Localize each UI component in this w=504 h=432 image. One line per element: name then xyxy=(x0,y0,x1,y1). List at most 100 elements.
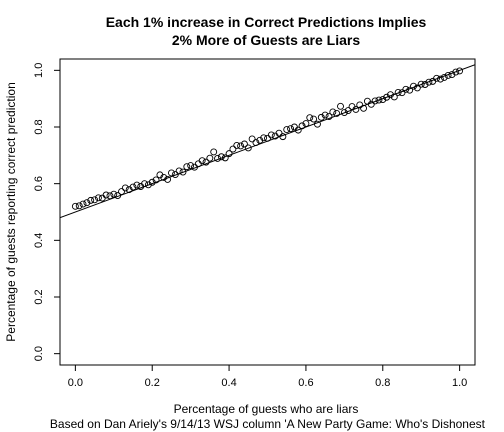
data-point xyxy=(329,108,337,116)
data-point xyxy=(456,67,464,75)
data-point xyxy=(398,89,406,97)
data-point xyxy=(221,154,229,162)
data-point xyxy=(360,104,368,112)
data-point xyxy=(344,107,352,115)
data-point xyxy=(214,154,221,162)
x-axis-label: Percentage of guests who are liars xyxy=(174,402,359,416)
data-point xyxy=(306,114,314,122)
data-point xyxy=(152,176,160,184)
data-point xyxy=(371,97,379,105)
data-point xyxy=(110,190,118,198)
y-axis-label: Percentage of guests reporting correct p… xyxy=(4,82,18,341)
data-point xyxy=(410,82,417,90)
x-tick-label: 0.0 xyxy=(68,377,83,389)
data-point xyxy=(118,188,125,196)
data-point xyxy=(390,93,398,101)
data-point xyxy=(71,202,79,210)
data-point xyxy=(229,145,237,153)
data-point xyxy=(75,202,83,210)
data-point xyxy=(217,153,225,161)
data-point xyxy=(183,163,191,171)
data-point xyxy=(210,148,218,156)
data-point xyxy=(94,194,102,202)
data-point xyxy=(240,140,248,148)
data-point xyxy=(363,97,371,105)
data-point xyxy=(302,120,310,128)
y-tick-label: 1.0 xyxy=(33,63,45,78)
data-point xyxy=(114,192,122,200)
data-point xyxy=(141,180,148,188)
data-point xyxy=(340,109,348,117)
data-point xyxy=(225,150,233,158)
data-point xyxy=(129,183,137,191)
data-point xyxy=(202,158,210,166)
data-point xyxy=(436,75,444,83)
y-tick-label: 0.4 xyxy=(33,233,45,248)
data-point xyxy=(298,122,306,130)
data-point xyxy=(379,96,387,103)
x-tick-label: 0.6 xyxy=(298,377,313,389)
data-point xyxy=(387,91,394,99)
data-point xyxy=(267,131,275,139)
data-point xyxy=(310,115,318,123)
chart-title-line-2: 2% More of Guests are Liars xyxy=(172,32,361,48)
data-point xyxy=(325,113,333,120)
data-point xyxy=(352,105,360,113)
data-point xyxy=(413,84,421,92)
data-point xyxy=(394,88,402,96)
data-point xyxy=(237,142,245,150)
data-point xyxy=(244,144,252,152)
data-point xyxy=(452,68,460,76)
data-point xyxy=(164,175,172,183)
data-point xyxy=(333,109,341,117)
data-point xyxy=(233,141,241,149)
data-point xyxy=(206,154,214,162)
data-point xyxy=(83,199,91,207)
data-point xyxy=(167,169,175,177)
data-point xyxy=(283,126,291,134)
data-point xyxy=(425,78,433,86)
data-point xyxy=(148,178,156,186)
data-point xyxy=(356,101,364,109)
x-tick-label: 0.2 xyxy=(145,377,160,389)
data-point xyxy=(367,100,375,108)
data-point xyxy=(175,167,183,175)
data-point xyxy=(417,80,425,88)
data-point xyxy=(198,157,206,165)
data-point xyxy=(321,111,329,119)
x-axis: 0.0 0.2 0.4 0.6 0.8 1.0 xyxy=(68,364,467,389)
data-point xyxy=(248,135,256,143)
x-tick-label: 1.0 xyxy=(452,377,467,389)
plot-frame xyxy=(59,58,476,366)
data-point xyxy=(252,139,260,147)
data-point xyxy=(314,120,321,128)
data-point xyxy=(290,123,298,131)
data-point xyxy=(264,134,271,142)
y-tick-label: 0.6 xyxy=(33,176,45,191)
data-point xyxy=(337,102,344,110)
y-tick-label: 0.2 xyxy=(33,289,45,304)
data-point xyxy=(187,162,195,169)
data-point xyxy=(440,73,448,81)
data-point xyxy=(87,196,95,204)
data-point xyxy=(79,200,87,208)
data-point xyxy=(279,133,287,141)
data-point xyxy=(194,160,202,168)
data-point xyxy=(433,74,441,82)
data-point xyxy=(179,168,187,176)
data-point xyxy=(171,171,179,179)
y-axis: 0.0 0.2 0.4 0.6 0.8 1.0 xyxy=(33,63,61,361)
data-point xyxy=(260,134,268,142)
data-point xyxy=(317,113,325,121)
data-point xyxy=(191,163,198,171)
data-point xyxy=(91,196,99,204)
data-point xyxy=(106,192,114,200)
chart-title-line-1: Each 1% increase in Correct Predictions … xyxy=(106,14,427,30)
data-point xyxy=(294,126,302,134)
data-point xyxy=(275,129,283,137)
x-tick-label: 0.8 xyxy=(375,377,390,389)
data-point xyxy=(98,194,106,202)
data-point xyxy=(287,125,295,133)
scatter-points xyxy=(71,67,464,210)
